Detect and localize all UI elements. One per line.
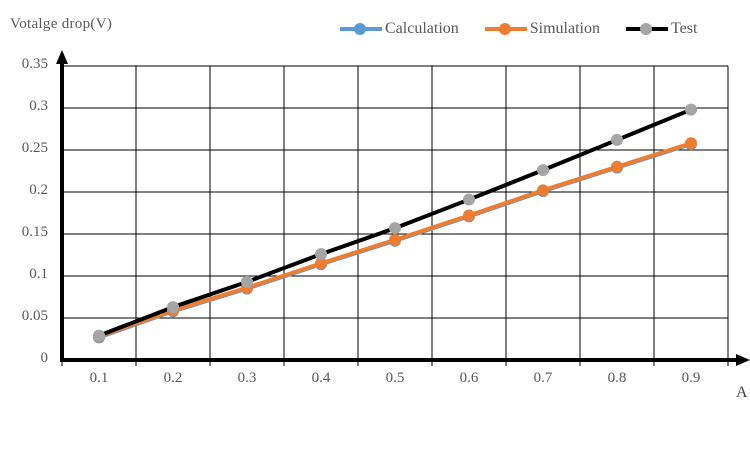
legend-label-test: Test — [671, 20, 698, 37]
chart-legend: Calculation Simulation Test — [340, 18, 697, 40]
x-axis-arrow — [736, 354, 750, 366]
data-point-test — [241, 275, 253, 288]
x-tick-label: 0.5 — [385, 370, 405, 386]
data-point-test — [389, 222, 401, 235]
legend-item-simulation[interactable]: Simulation — [484, 20, 600, 38]
legend-marker-test — [640, 23, 652, 35]
data-point-test — [611, 133, 623, 146]
x-tick-label: 0.4 — [311, 370, 331, 386]
legend-label-calculation: Calculation — [385, 20, 459, 37]
x-tick-label: 0.3 — [237, 370, 257, 386]
legend-swatch-test — [626, 23, 668, 35]
data-point-test — [167, 301, 179, 314]
x-tick-label: 0.2 — [163, 370, 183, 386]
x-tick-label: 0.7 — [533, 370, 553, 386]
y-tick-label: 0.1 — [29, 266, 48, 282]
data-point-test — [537, 164, 549, 177]
data-point-simulation — [389, 233, 401, 246]
data-point-test — [463, 193, 475, 206]
y-axis-title: Votalge drop(V) — [10, 16, 113, 32]
y-axis-arrow — [56, 50, 68, 64]
data-point-test — [315, 248, 327, 261]
data-point-simulation — [463, 209, 475, 222]
y-tick-label: 0 — [40, 350, 49, 366]
data-point-test — [93, 329, 105, 342]
data-point-simulation — [685, 137, 697, 150]
x-tick-label: 0.6 — [459, 370, 479, 386]
x-tick-label: 0.9 — [681, 370, 701, 386]
data-point-simulation — [611, 160, 623, 173]
legend-item-test[interactable]: Test — [626, 20, 697, 38]
axes — [56, 50, 750, 366]
legend-label-simulation: Simulation — [529, 20, 600, 37]
y-tick-label: 0.15 — [21, 224, 48, 240]
data-point-test — [685, 103, 697, 116]
x-tick-label: 0.8 — [607, 370, 627, 386]
legend-marker-simulation — [498, 23, 511, 35]
legend-swatch-simulation — [484, 23, 527, 35]
legend-item-calculation[interactable]: Calculation — [340, 20, 459, 38]
data-point-simulation — [315, 257, 327, 270]
x-tick-label: 0.1 — [89, 370, 109, 386]
legend-swatch-calculation — [340, 23, 382, 35]
y-tick-label: 0.3 — [29, 98, 48, 114]
y-tick-label: 0.05 — [21, 308, 48, 324]
y-tick-label: 0.35 — [21, 56, 48, 72]
x-axis-title: A — [736, 384, 748, 401]
y-tick-label: 0.25 — [21, 140, 48, 156]
data-point-simulation — [537, 184, 549, 197]
y-tick-label: 0.2 — [29, 182, 48, 198]
legend-marker-calculation — [354, 23, 366, 35]
